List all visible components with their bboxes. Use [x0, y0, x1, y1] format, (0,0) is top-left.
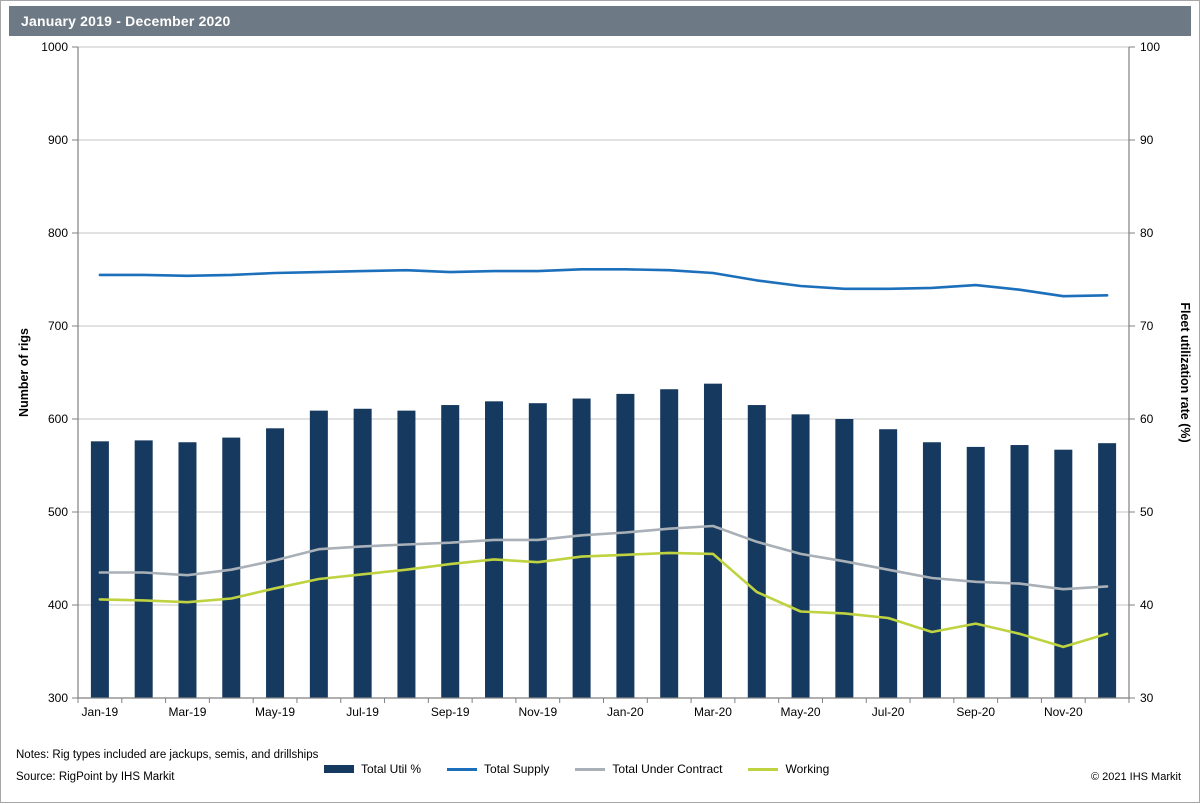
util-bar	[1010, 445, 1029, 698]
left-tick-label: 400	[48, 598, 68, 612]
chart-legend: Total Util % Total Supply Total Under Cont…	[324, 762, 829, 776]
left-tick-label: 700	[48, 319, 68, 333]
util-bar	[397, 410, 416, 698]
right-tick-label: 40	[1140, 598, 1154, 612]
util-bar	[835, 419, 854, 698]
util-bar	[1054, 449, 1073, 698]
legend-swatch	[575, 767, 606, 771]
working-line	[98, 551, 1109, 649]
x-tick-label: Sep-19	[431, 705, 470, 719]
copyright-text: © 2021 IHS Markit	[1090, 771, 1181, 783]
legend-item-total-under-contract: Total Under Contract	[575, 762, 722, 776]
notes-text: Notes: Rig types included are jackups, s…	[16, 749, 319, 761]
x-tick-label: Jul-20	[872, 705, 905, 719]
legend-swatch	[748, 767, 779, 771]
x-tick-label: Mar-19	[168, 705, 206, 719]
right-axis-title: Fleet utilization rate (%)	[1178, 302, 1192, 442]
legend-swatch	[447, 767, 478, 771]
util-bar	[747, 405, 766, 698]
util-bar	[922, 442, 941, 698]
left-tick-label: 300	[48, 691, 68, 705]
legend-item-total-supply: Total Supply	[447, 762, 549, 776]
right-tick-label: 30	[1140, 691, 1154, 705]
util-bar	[485, 401, 504, 698]
util-bar	[572, 398, 591, 698]
util-bar	[1098, 443, 1117, 698]
util-bar	[966, 446, 985, 698]
legend-swatch	[324, 765, 354, 773]
legend-label: Total Supply	[484, 762, 550, 776]
util-bar	[309, 410, 328, 698]
legend-label: Total Util %	[361, 762, 422, 776]
util-bar	[528, 403, 547, 698]
util-bar	[90, 441, 109, 698]
right-tick-label: 50	[1140, 505, 1154, 519]
util-bar	[222, 437, 241, 698]
util-bar	[660, 389, 679, 698]
left-tick-label: 600	[48, 412, 68, 426]
util-bar	[266, 428, 285, 698]
x-tick-label: Jul-19	[346, 705, 379, 719]
right-tick-label: 90	[1140, 133, 1154, 147]
legend-item-total-util-: Total Util %	[324, 762, 421, 776]
total-supply-line	[98, 267, 1109, 298]
util-bar	[178, 442, 197, 698]
x-tick-label: May-20	[781, 705, 821, 719]
x-tick-label: May-19	[255, 705, 295, 719]
x-tick-label: Nov-20	[1044, 705, 1083, 719]
left-axis-title: Number of rigs	[17, 328, 31, 417]
x-tick-label: Mar-20	[694, 705, 732, 719]
util-bar	[353, 408, 372, 698]
util-bar	[441, 405, 460, 698]
legend-item-working: Working	[748, 762, 829, 776]
x-tick-label: Jan-20	[607, 705, 644, 719]
header-bar: January 2019 - December 2020	[9, 6, 1191, 36]
left-tick-label: 1000	[41, 40, 68, 54]
page-title: January 2019 - December 2020	[21, 13, 231, 29]
util-bar	[879, 429, 898, 698]
util-bar	[703, 383, 722, 698]
util-bar	[616, 393, 635, 698]
x-tick-label: Nov-19	[518, 705, 557, 719]
left-tick-label: 900	[48, 133, 68, 147]
right-tick-label: 100	[1140, 40, 1160, 54]
x-tick-label: Sep-20	[956, 705, 995, 719]
right-tick-label: 80	[1140, 226, 1154, 240]
total-under-contract-line	[98, 524, 1109, 591]
util-bar	[134, 440, 153, 698]
right-tick-label: 70	[1140, 319, 1154, 333]
legend-label: Total Under Contract	[612, 762, 723, 776]
right-tick-label: 60	[1140, 412, 1154, 426]
left-tick-label: 800	[48, 226, 68, 240]
x-tick-label: Jan-19	[82, 705, 119, 719]
left-tick-label: 500	[48, 505, 68, 519]
legend-label: Working	[785, 762, 830, 776]
util-bar	[791, 414, 810, 698]
source-text: Source: RigPoint by IHS Markit	[16, 771, 175, 783]
